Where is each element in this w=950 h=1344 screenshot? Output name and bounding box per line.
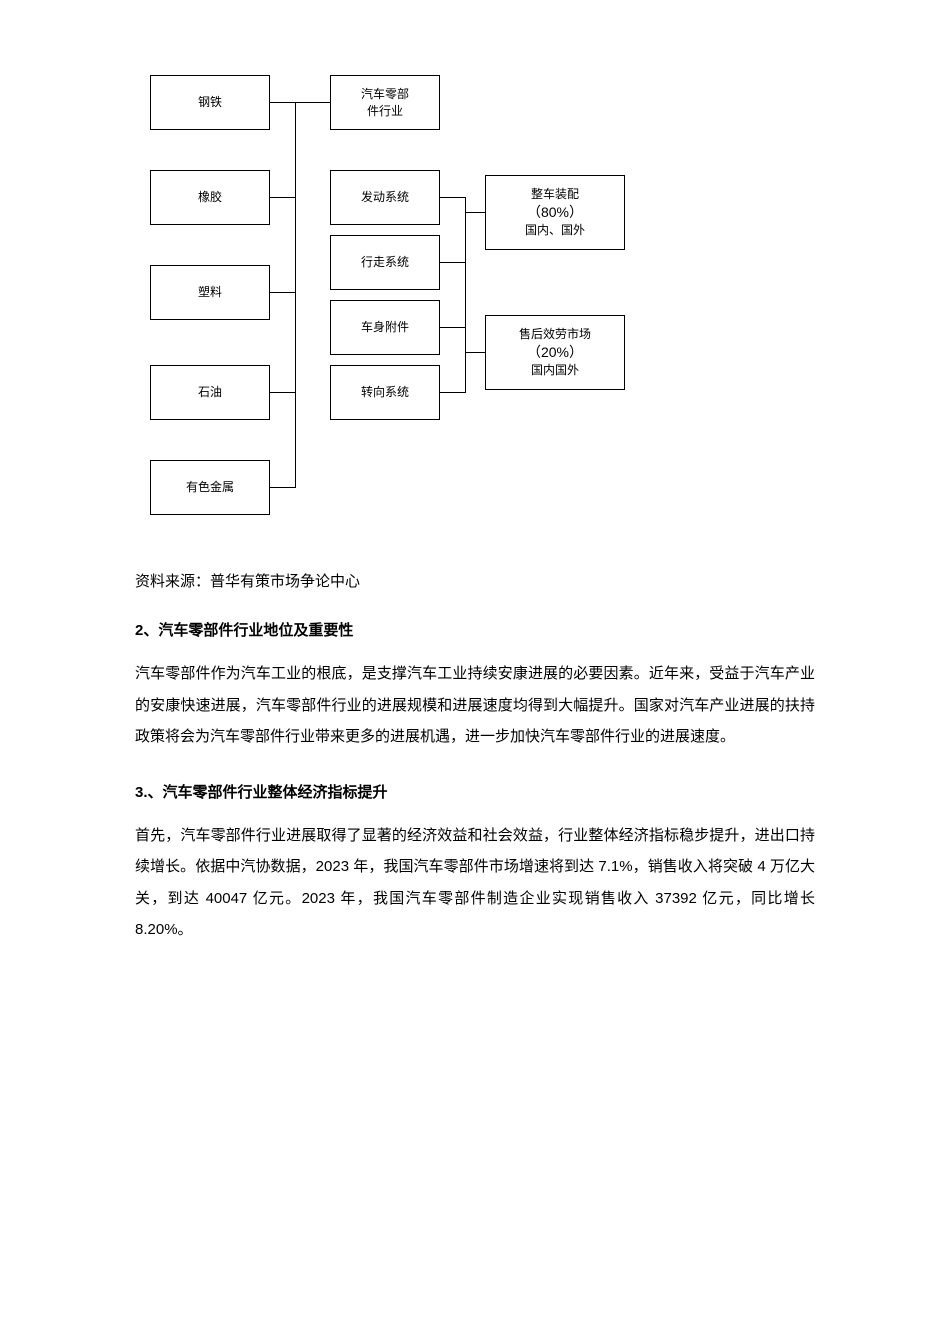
connector [270,292,295,293]
node-oem-market: 整车装配 （80%） 国内、国外 [485,175,625,250]
diagram-caption: 资料来源：普华有策市场争论中心 [135,570,815,591]
node-label-line2: 件行业 [367,103,403,120]
node-rubber: 橡胶 [150,170,270,225]
node-label-line2: 国内、国外 [525,222,585,239]
node-body-parts: 车身附件 [330,300,440,355]
node-plastic: 塑料 [150,265,270,320]
node-chassis-system: 行走系统 [330,235,440,290]
node-label: 石油 [198,384,222,401]
node-label: 塑料 [198,284,222,301]
connector [465,197,466,393]
industry-chain-diagram: 钢铁 橡胶 塑料 石油 有色金属 汽车零部 件行业 发动系统 行走系统 车身附件… [150,75,700,540]
node-label: 钢铁 [198,94,222,111]
connector [295,102,296,488]
connector [270,197,295,198]
connector [440,262,465,263]
node-nonferrous: 有色金属 [150,460,270,515]
section-heading-3: 3.、汽车零部件行业整体经济指标提升 [135,781,815,802]
node-label: 发动系统 [361,189,409,206]
node-label-line1: 汽车零部 [361,86,409,103]
paragraph-section-3: 首先，汽车零部件行业进展取得了显著的经济效益和社会效益，行业整体经济指标稳步提升… [135,820,815,946]
connector [440,392,465,393]
connector [465,212,485,213]
connector [440,327,465,328]
connector [465,352,485,353]
node-steel: 钢铁 [150,75,270,130]
connector [270,392,295,393]
connector [295,102,330,103]
node-aftermarket: 售后效劳市场 （20%） 国内国外 [485,315,625,390]
paragraph-section-2: 汽车零部件作为汽车工业的根底，是支撑汽车工业持续安康进展的必要因素。近年来，受益… [135,658,815,753]
node-label-line1: 售后效劳市场 [519,326,591,343]
node-label-pct: （80%） [527,203,583,223]
node-label-pct: （20%） [527,343,583,363]
node-steering-system: 转向系统 [330,365,440,420]
node-oil: 石油 [150,365,270,420]
node-label: 有色金属 [186,479,234,496]
node-label: 转向系统 [361,384,409,401]
node-label-line2: 国内国外 [531,362,579,379]
node-engine-system: 发动系统 [330,170,440,225]
node-parts-industry: 汽车零部 件行业 [330,75,440,130]
section-heading-2: 2、汽车零部件行业地位及重要性 [135,619,815,640]
connector [440,197,465,198]
connector [270,102,295,103]
connector [270,487,295,488]
node-label: 行走系统 [361,254,409,271]
node-label: 车身附件 [361,319,409,336]
node-label: 橡胶 [198,189,222,206]
node-label-line1: 整车装配 [531,186,579,203]
